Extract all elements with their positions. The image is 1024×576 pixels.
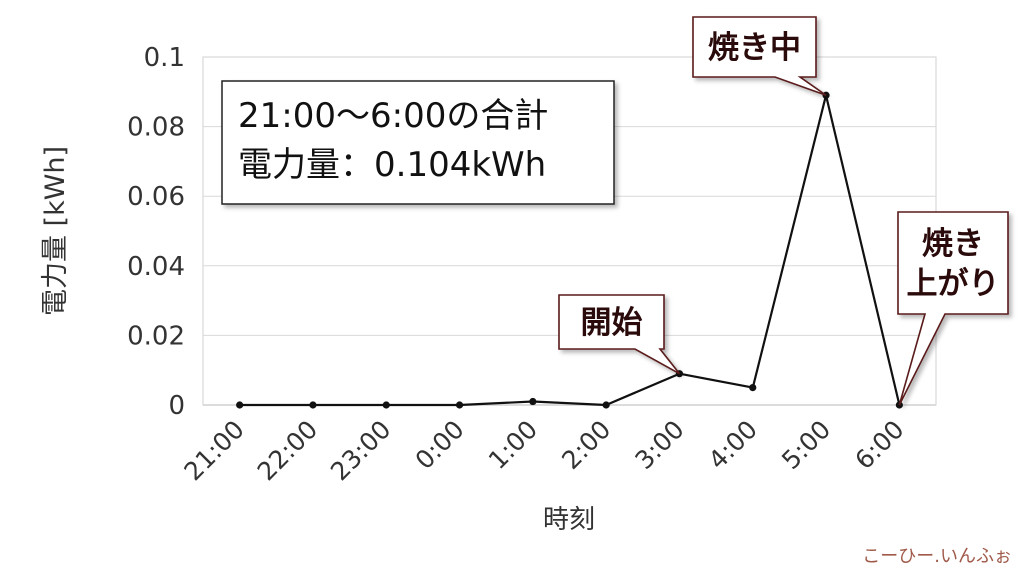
- x-axis-label: 時刻: [543, 505, 595, 535]
- x-tick-label: 22:00: [252, 415, 323, 486]
- data-point: [455, 401, 464, 409]
- x-tick-label: 6:00: [849, 415, 909, 475]
- data-point: [529, 397, 537, 406]
- data-point: [236, 401, 244, 409]
- callout-500: 焼き中: [692, 16, 827, 97]
- x-axis: 21:00 22:00 23:00 0:00 1:00 2:00 3:00 4:00 5:00 6…: [178, 415, 909, 486]
- y-axis: 0 0.02 0.04 0.06 0.08 0.1: [127, 43, 185, 421]
- summary-line-1: 21:00～6:00の合計: [238, 96, 548, 136]
- callout-text: 焼き中: [708, 30, 801, 66]
- y-tick-label: 0: [168, 391, 185, 421]
- callout-text: 開始: [581, 305, 643, 341]
- summary-line-2: 電力量：0.104kWh: [238, 145, 546, 185]
- x-tick-label: 23:00: [325, 415, 396, 486]
- x-tick-label: 4:00: [703, 415, 763, 475]
- callout-text: 焼き: [922, 226, 984, 262]
- summary-box: 21:00～6:00の合計 電力量：0.104kWh: [221, 80, 615, 205]
- y-tick-label: 0.08: [127, 113, 185, 143]
- x-tick-label: 2:00: [556, 415, 616, 475]
- data-point: [382, 401, 390, 409]
- callout-text: 上がり: [907, 266, 1000, 302]
- x-tick-label: 5:00: [776, 415, 836, 475]
- data-point: [749, 384, 757, 392]
- series-line: [239, 94, 901, 407]
- data-point: [309, 401, 317, 409]
- y-tick-label: 0.06: [127, 182, 185, 212]
- data-point: [602, 401, 610, 409]
- y-tick-label: 0.1: [144, 43, 185, 73]
- x-tick-label: 3:00: [629, 415, 689, 475]
- y-tick-label: 0.02: [127, 321, 185, 351]
- watermark: こーひー.いんふぉ: [862, 546, 1012, 567]
- x-tick-label: 1:00: [483, 415, 543, 475]
- y-tick-label: 0.04: [127, 252, 185, 282]
- x-tick-label: 0:00: [410, 415, 470, 475]
- x-tick-label: 21:00: [178, 415, 249, 486]
- y-axis-label: 電力量 [kWh]: [40, 146, 71, 316]
- callout-300: 開始: [558, 294, 681, 375]
